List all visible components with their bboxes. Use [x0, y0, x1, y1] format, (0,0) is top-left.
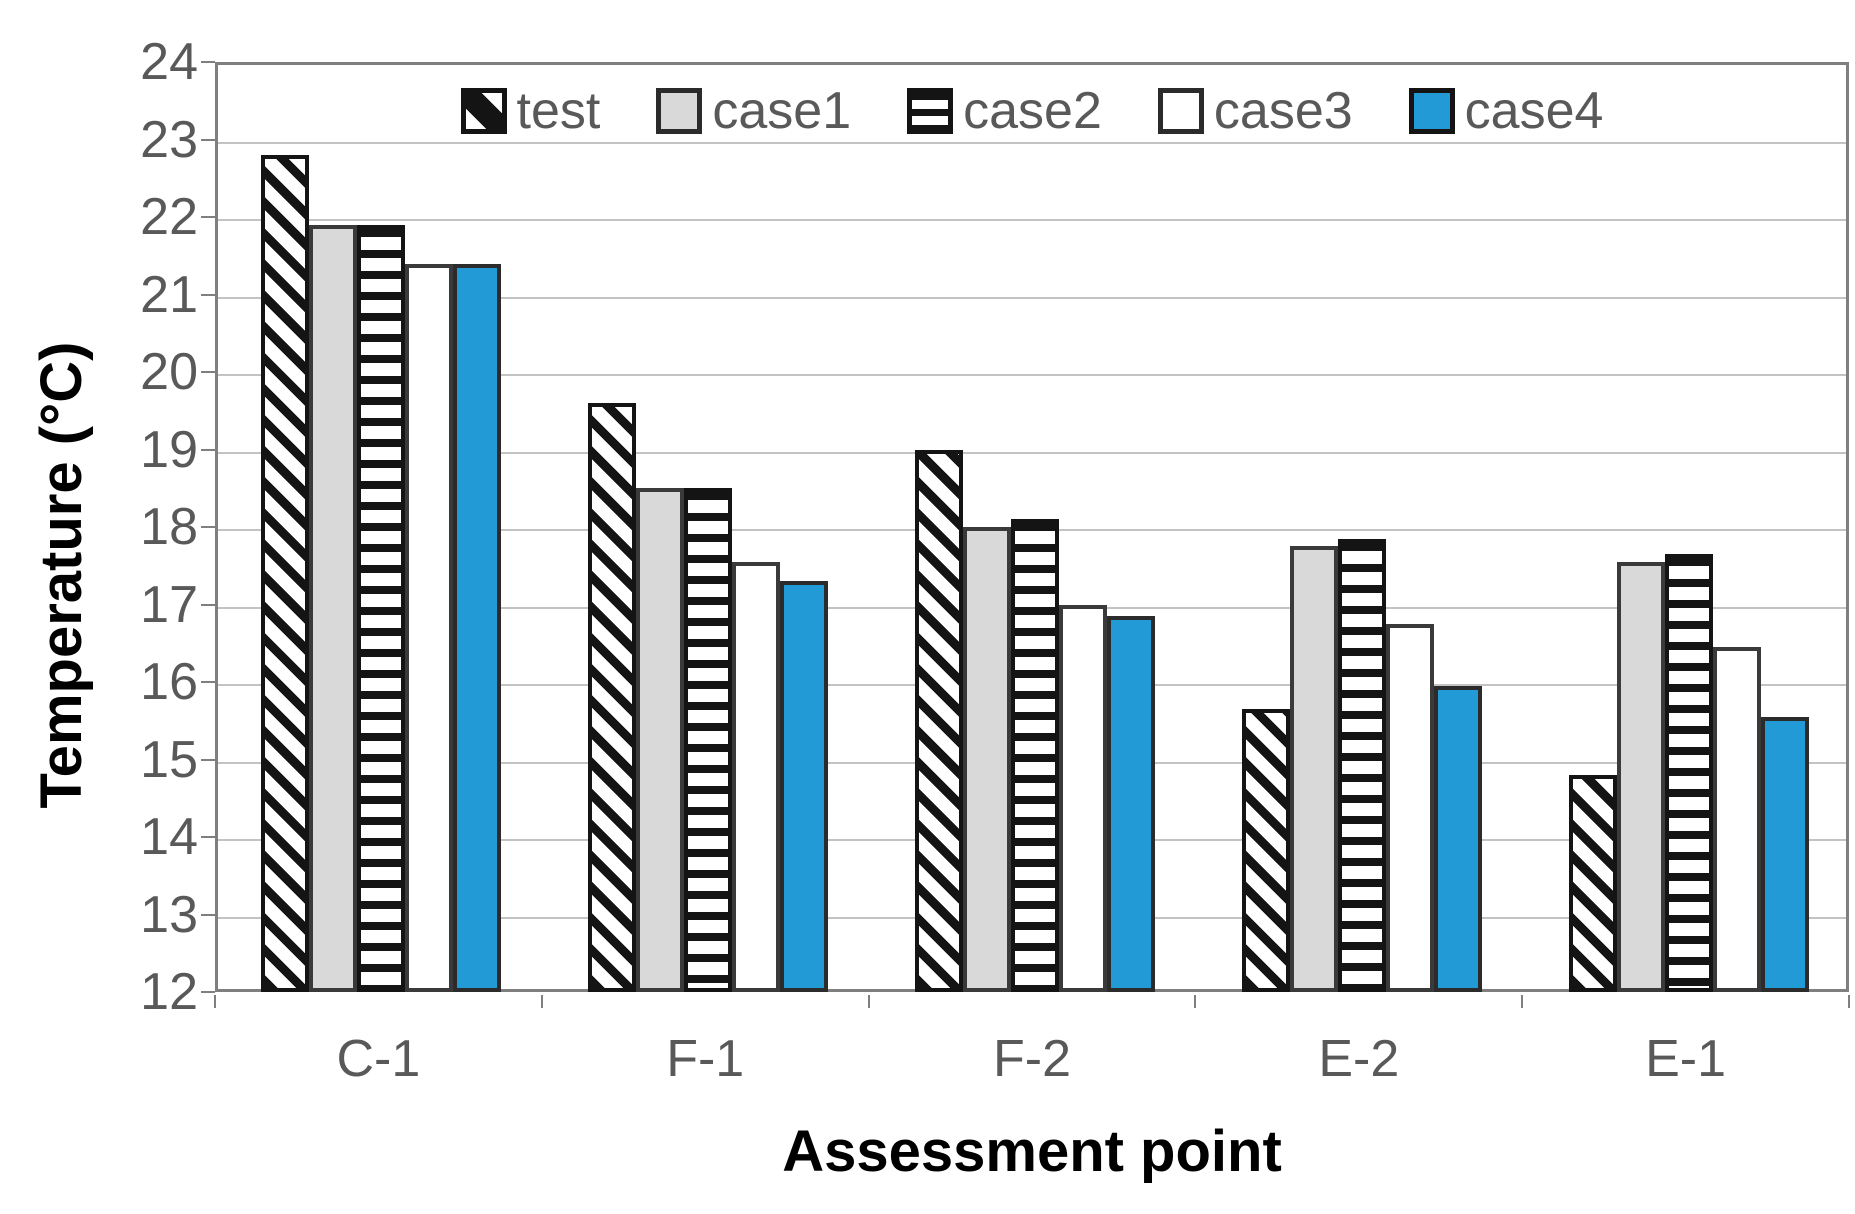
x-tick-label-E-1: E-1 [1645, 1030, 1727, 1088]
bar-case3-E-1 [1712, 647, 1761, 992]
gridline-19 [218, 451, 1846, 454]
y-tick-label-20: 20 [140, 343, 198, 401]
y-tick-mark-19 [201, 448, 215, 451]
x-tick-mark-3 [1194, 995, 1197, 1008]
gridline-21 [218, 296, 1846, 299]
legend-entry-case3: case3 [1157, 81, 1353, 141]
y-tick-label-12: 12 [140, 963, 198, 1021]
x-tick-mark-4 [1521, 995, 1524, 1008]
bar-case3-E-2 [1385, 623, 1434, 992]
legend-marker-case1-icon [656, 88, 703, 134]
y-tick-label-18: 18 [140, 498, 198, 556]
legend-marker-case4-icon [1408, 88, 1455, 134]
bar-case4-F-2 [1107, 616, 1155, 992]
y-tick-mark-15 [201, 758, 215, 761]
x-tick-label-F-1: F-1 [666, 1030, 745, 1088]
y-tick-mark-22 [201, 216, 215, 218]
legend-entry-case1: case1 [656, 81, 851, 141]
y-tick-label-14: 14 [140, 808, 198, 866]
y-tick-label-19: 19 [140, 420, 198, 479]
y-tick-label-22: 22 [140, 188, 198, 246]
legend-marker-test-icon [460, 88, 507, 134]
legend-entry-case2: case2 [907, 81, 1102, 141]
y-tick-label-16: 16 [140, 653, 198, 711]
bar-test-F-1 [588, 403, 637, 992]
x-tick-label-F-2: F-2 [993, 1030, 1071, 1088]
legend-label-case1: case1 [712, 82, 852, 140]
y-tick-label-24: 24 [140, 33, 198, 91]
bar-case2-F-2 [1011, 519, 1059, 992]
gridline-23 [218, 141, 1846, 144]
bar-case2-E-1 [1664, 554, 1713, 992]
bar-case1-E-1 [1616, 561, 1665, 992]
legend-entry-case4: case4 [1408, 81, 1604, 141]
y-tick-mark-20 [201, 371, 215, 373]
bar-case4-C-1 [453, 263, 502, 992]
y-tick-mark-12 [201, 991, 215, 993]
bar-case1-F-2 [963, 527, 1011, 992]
y-tick-label-13: 13 [140, 885, 198, 944]
legend-marker-case2-icon [907, 88, 954, 134]
legend-label-case3: case3 [1213, 82, 1353, 140]
legend-marker-case3-icon [1157, 88, 1204, 134]
legend-entry-test: test [460, 81, 601, 141]
bar-test-F-2 [915, 449, 963, 992]
bar-case4-E-1 [1760, 716, 1809, 992]
bar-case3-F-2 [1059, 604, 1107, 992]
y-tick-mark-17 [201, 603, 215, 606]
bar-test-E-2 [1241, 709, 1290, 992]
y-tick-label-23: 23 [140, 110, 198, 169]
bar-case1-C-1 [309, 224, 358, 992]
gridline-22 [218, 219, 1846, 221]
bar-case2-E-2 [1337, 538, 1386, 992]
bar-case1-E-2 [1289, 546, 1338, 992]
bar-test-E-1 [1568, 775, 1617, 992]
legend: test case1 case2 case3 case4 [218, 79, 1846, 143]
x-tick-label-E-2: E-2 [1318, 1030, 1400, 1088]
bar-case3-F-1 [732, 561, 781, 992]
y-tick-mark-23 [201, 138, 215, 141]
y-tick-mark-14 [201, 836, 215, 838]
gridline-20 [218, 374, 1846, 376]
x-tick-mark-2 [867, 995, 870, 1008]
y-tick-mark-16 [201, 681, 215, 683]
x-axis-title: Assessment point [782, 1119, 1282, 1184]
y-tick-label-21: 21 [140, 265, 198, 324]
x-tick-mark-0 [214, 995, 216, 1008]
y-tick-mark-13 [201, 913, 215, 916]
bar-case2-C-1 [357, 224, 406, 992]
bar-case4-F-1 [780, 581, 829, 992]
bar-case1-F-1 [636, 488, 685, 992]
x-tick-mark-5 [1848, 995, 1850, 1008]
y-tick-mark-24 [201, 61, 215, 63]
x-tick-label-C-1: C-1 [336, 1030, 421, 1088]
bar-case4-E-2 [1433, 685, 1482, 992]
bar-test-C-1 [261, 155, 310, 992]
bar-case3-C-1 [405, 263, 454, 992]
bar-case2-F-1 [684, 488, 733, 992]
plot-area: test case1 case2 case3 case4 [215, 62, 1849, 992]
y-tick-mark-18 [201, 526, 215, 528]
legend-label-test: test [516, 82, 601, 140]
y-tick-label-15: 15 [140, 730, 198, 789]
x-tick-mark-1 [540, 995, 543, 1008]
y-tick-mark-21 [201, 293, 215, 296]
legend-label-case2: case2 [963, 82, 1102, 140]
y-tick-label-17: 17 [140, 575, 198, 634]
legend-label-case4: case4 [1464, 82, 1604, 140]
